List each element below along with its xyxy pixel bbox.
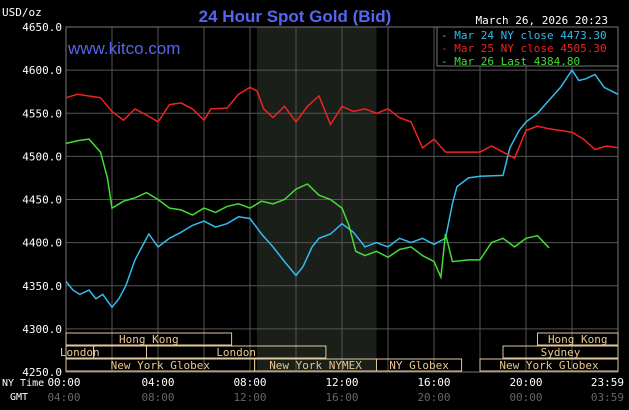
session-label: Hong Kong (119, 333, 179, 346)
session-label: New York Globex (111, 359, 211, 372)
y-tick-label: 4250.0 (22, 366, 62, 379)
x-tick-gmt: 12:00 (233, 391, 266, 404)
session-bar (146, 345, 327, 359)
ny-time-label: NY Time (2, 378, 44, 389)
session-bar (502, 345, 619, 359)
chart-title: 24 Hour Spot Gold (Bid) (199, 7, 392, 26)
y-tick-label: 4400.0 (22, 237, 62, 250)
y-tick-label: 4650.0 (22, 21, 62, 34)
plot-frame (65, 26, 619, 373)
y-tick-label: 4500.0 (22, 150, 62, 163)
y-tick-label: 4350.0 (22, 280, 62, 293)
y-tick-label: 4600.0 (22, 64, 62, 77)
x-tick-gmt: 03:59 (591, 391, 624, 404)
y-tick-label: 4450.0 (22, 194, 62, 207)
series-line-2 (65, 138, 550, 280)
x-tick-ny: 00:00 (47, 376, 80, 389)
session-label: London (60, 346, 100, 359)
timestamp: March 26, 2026 20:23 (476, 14, 608, 27)
x-tick-ny: 20:00 (509, 376, 542, 389)
kitco-watermark: www.kitco.com (67, 39, 180, 58)
session-bar (537, 332, 619, 346)
series-line-1 (65, 86, 619, 160)
x-tick-ny: 23:59 (591, 376, 624, 389)
x-tick-gmt: 16:00 (325, 391, 358, 404)
y-tick-label: 4550.0 (22, 107, 62, 120)
x-tick-ny: 12:00 (325, 376, 358, 389)
legend-entry-1: - Mar 25 NY close 4505.30 (441, 42, 607, 55)
x-tick-ny: 16:00 (417, 376, 450, 389)
y-axis-unit: USD/oz (2, 6, 42, 19)
session-label: New York Globex (499, 359, 599, 372)
x-tick-gmt: 20:00 (417, 391, 450, 404)
series-line-0 (65, 68, 619, 309)
session-label: London (216, 346, 256, 359)
gmt-label: GMT (10, 392, 28, 403)
session-label: NY Globex (389, 359, 449, 372)
x-tick-ny: 04:00 (141, 376, 174, 389)
session-label: New York NYMEX (269, 359, 362, 372)
session-label: Sydney (541, 346, 581, 359)
x-tick-gmt: 04:00 (47, 391, 80, 404)
session-label: Hong Kong (548, 333, 608, 346)
y-tick-label: 4300.0 (22, 323, 62, 336)
session-bar (376, 358, 463, 372)
x-tick-gmt: 08:00 (141, 391, 174, 404)
x-tick-ny: 08:00 (233, 376, 266, 389)
session-bar (479, 358, 619, 372)
legend-box (436, 26, 619, 67)
x-tick-gmt: 00:00 (509, 391, 542, 404)
legend-entry-2: - Mar 26 Last 4384.80 (441, 55, 580, 68)
legend-entry-0: - Mar 24 NY close 4473.30 (441, 29, 607, 42)
session-bar (93, 345, 147, 359)
session-bar (65, 332, 233, 346)
